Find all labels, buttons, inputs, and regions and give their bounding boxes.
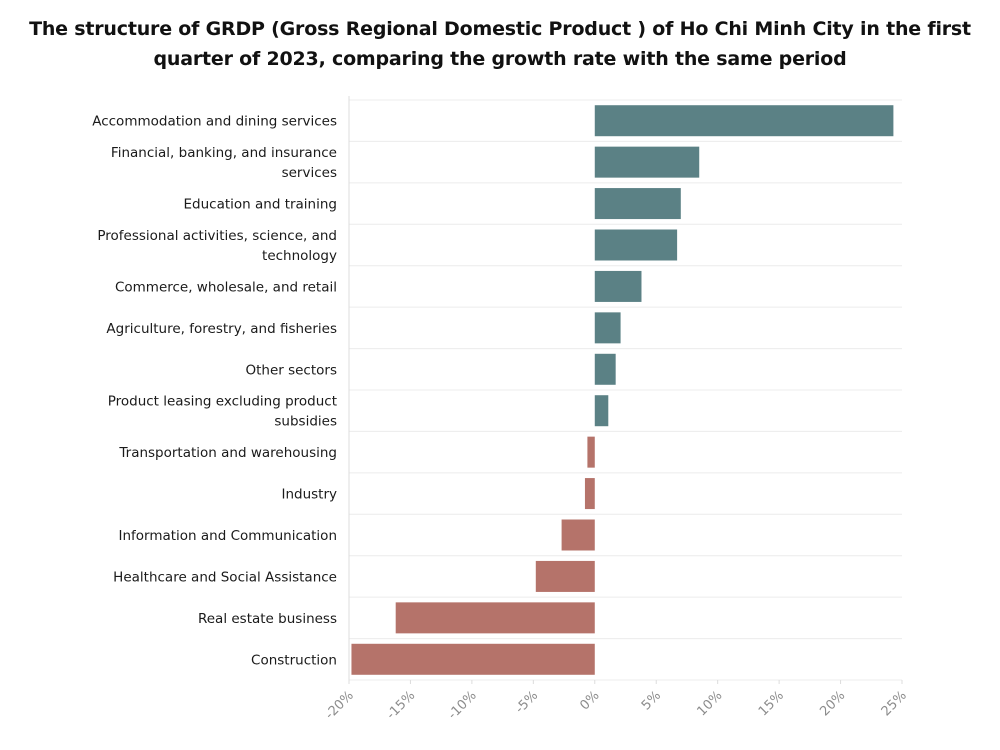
bar [561, 519, 595, 551]
category-label: Agriculture, forestry, and fisheries [106, 321, 337, 337]
x-tick-label: -10% [445, 688, 479, 722]
category-label: Commerce, wholesale, and retail [115, 279, 337, 295]
bar [594, 105, 894, 137]
bar [351, 643, 595, 675]
category-label: Information and Communication [118, 528, 337, 544]
category-label: Construction [251, 652, 337, 668]
x-tick-label: 10% [694, 688, 725, 719]
category-label: Real estate business [198, 611, 337, 627]
bar [594, 353, 616, 385]
bar [584, 478, 595, 510]
category-label: Financial, banking, and insurance service… [111, 145, 337, 181]
category-label: Accommodation and dining services [92, 114, 337, 130]
category-label: Professional activities, science, and tec… [97, 228, 337, 264]
category-label: Healthcare and Social Assistance [113, 569, 337, 585]
bar [594, 270, 642, 302]
x-tick-label: -20% [322, 688, 356, 722]
category-label-line: Professional activities, science, and [97, 228, 337, 244]
chart-title: The structure of GRDP (Gross Regional Do… [29, 18, 971, 70]
x-tick-label: 20% [817, 688, 848, 719]
x-tick-label: 15% [756, 688, 787, 719]
bar [587, 436, 595, 468]
category-label: Product leasing excluding product subsidi… [108, 394, 337, 430]
x-tick-label: 0% [577, 688, 602, 713]
bar [594, 312, 621, 344]
x-tick-label: 25% [879, 688, 910, 719]
category-label-line: Financial, banking, and insurance [111, 145, 337, 161]
category-label-line: subsidies [274, 414, 337, 430]
bar [395, 602, 595, 634]
x-tick-label: -5% [513, 688, 542, 717]
bar [594, 229, 678, 261]
category-label: Transportation and warehousing [118, 445, 337, 461]
x-tick-label: 5% [639, 688, 664, 713]
category-label: Education and training [184, 197, 338, 213]
bar [594, 146, 700, 178]
category-label-line: technology [262, 248, 337, 264]
bar [535, 560, 595, 592]
bar [594, 188, 681, 220]
category-label: Industry [281, 487, 337, 503]
x-tick-label: -15% [384, 688, 418, 722]
category-label-line: Product leasing excluding product [108, 394, 337, 410]
category-label-line: services [282, 165, 337, 181]
category-label: Other sectors [245, 362, 337, 378]
bar [594, 395, 609, 427]
